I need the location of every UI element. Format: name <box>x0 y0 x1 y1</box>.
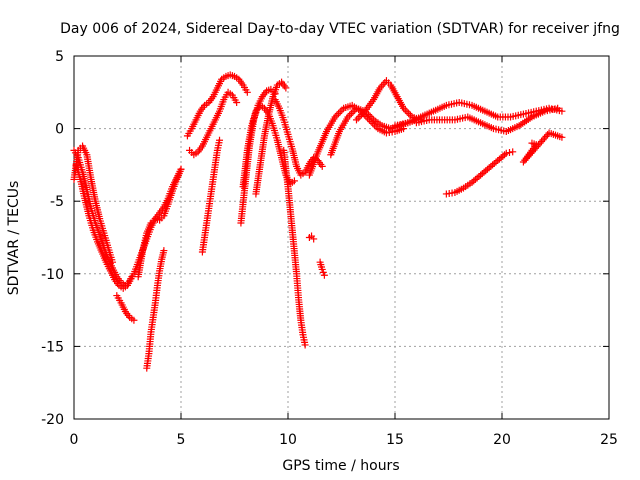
plot-frame <box>73 55 610 420</box>
x-tick-label: 5 <box>177 432 186 448</box>
data-point <box>216 136 224 144</box>
data-point-interp <box>535 141 543 149</box>
data-point-interp <box>528 148 536 156</box>
data-point-interp <box>525 151 533 159</box>
data-point-interp <box>336 108 344 116</box>
data-point <box>320 271 328 279</box>
data-point-interp <box>379 80 387 88</box>
data-point-interp <box>335 109 343 117</box>
chart-title: Day 006 of 2024, Sidereal Day-to-day VTE… <box>60 21 620 37</box>
x-tick-label: 20 <box>493 432 511 448</box>
data-point <box>502 149 510 157</box>
data-point-interp <box>531 144 539 152</box>
data-point-interp <box>542 132 550 140</box>
y-tick-label: -5 <box>50 194 64 210</box>
data-point-interp <box>403 108 411 116</box>
x-tick-label: 10 <box>279 432 297 448</box>
data-point-interp <box>405 109 413 117</box>
data-point <box>282 84 290 92</box>
data-point <box>318 162 326 170</box>
data-point <box>301 341 309 349</box>
y-tick-label: -20 <box>41 412 64 428</box>
data-point <box>558 133 566 141</box>
y-tick-label: -10 <box>41 267 64 283</box>
data-point-interp <box>354 114 362 122</box>
data-point <box>290 177 298 185</box>
data-point-interp <box>541 134 549 142</box>
x-axis-label: GPS time / hours <box>282 458 399 474</box>
data-point-interp <box>539 136 547 144</box>
x-tick-label: 0 <box>70 432 79 448</box>
data-point <box>558 107 566 115</box>
data-point <box>130 316 138 324</box>
x-axis-ticks: 0 5 10 15 20 25 <box>70 56 618 448</box>
data-point <box>160 247 168 255</box>
y-tick-label: 0 <box>55 122 64 138</box>
data-point-interp <box>530 146 538 154</box>
data-point <box>243 88 251 96</box>
data-point <box>310 235 318 243</box>
data-point-interp <box>536 139 544 147</box>
data-point-interp <box>501 151 509 159</box>
data-point-interp <box>347 109 355 117</box>
data-point-interp <box>533 143 541 151</box>
data-point-interp <box>505 149 513 157</box>
data-point <box>109 258 117 266</box>
y-axis-label: SDTVAR / TECUs <box>6 181 22 296</box>
y-tick-label: -15 <box>41 339 64 355</box>
data-point <box>233 98 241 106</box>
data-point <box>519 158 527 166</box>
x-tick-label: 25 <box>600 432 618 448</box>
y-axis-ticks: -20 -15 -10 -5 0 5 <box>41 49 609 428</box>
data-point-interp <box>522 155 530 163</box>
y-tick-label: 5 <box>55 49 64 65</box>
data-points <box>70 71 566 372</box>
data-point-interp <box>527 149 535 157</box>
x-tick-label: 15 <box>386 432 404 448</box>
data-point-interp <box>524 153 532 161</box>
data-point <box>554 104 562 112</box>
data-point <box>177 165 185 173</box>
data-point-interp <box>521 156 529 164</box>
data-point <box>352 116 360 124</box>
data-point <box>509 148 517 156</box>
data-point-interp <box>538 137 546 145</box>
